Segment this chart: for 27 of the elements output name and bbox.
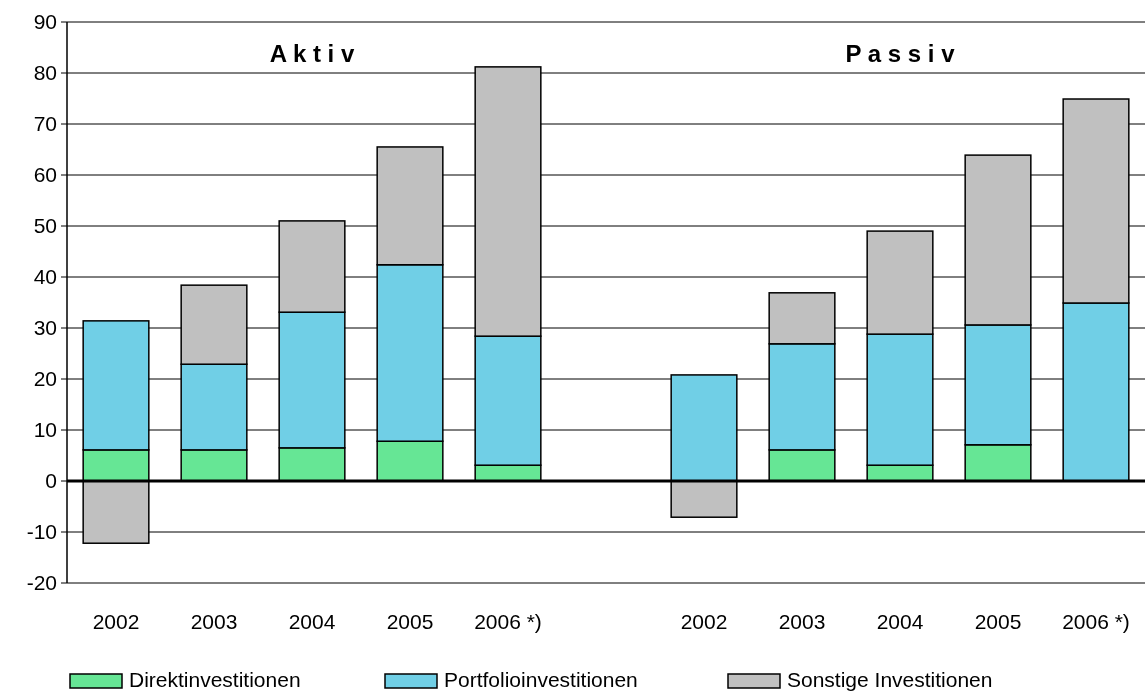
legend-label: Direktinvestitionen xyxy=(129,668,301,692)
y-tick-label: 10 xyxy=(33,418,57,442)
annotation: P a s s i v xyxy=(845,40,956,67)
x-tick-label: 2005 xyxy=(386,610,434,633)
x-tick-label: 2003 xyxy=(778,610,826,633)
y-tick-label: 50 xyxy=(33,214,57,238)
y-tick-label: 80 xyxy=(33,61,57,85)
y-tick-label: 20 xyxy=(33,367,57,391)
x-tick-label: 2004 xyxy=(876,610,924,633)
annotation: A k t i v xyxy=(269,40,355,67)
x-tick-label: 2002 xyxy=(680,610,728,633)
y-tick-label: 90 xyxy=(33,10,57,34)
y-tick-label: -20 xyxy=(26,571,57,595)
x-tick-label: 2006 *) xyxy=(474,610,542,633)
y-tick-label: 0 xyxy=(45,469,57,493)
y-tick-label: 40 xyxy=(33,265,57,289)
x-tick-label: 2004 xyxy=(288,610,336,633)
y-tick-label: 30 xyxy=(33,316,57,340)
y-tick-label: 60 xyxy=(33,163,57,187)
x-tick-label: 2003 xyxy=(190,610,238,633)
y-tick-label: 70 xyxy=(33,112,57,136)
legend-label: Portfolioinvestitionen xyxy=(444,668,638,692)
x-tick-label: 2002 xyxy=(92,610,140,633)
x-tick-label: 2006 *) xyxy=(1062,610,1130,633)
x-tick-label: 2005 xyxy=(974,610,1022,633)
y-tick-label: -10 xyxy=(26,520,57,544)
legend-label: Sonstige Investitionen xyxy=(787,668,993,692)
